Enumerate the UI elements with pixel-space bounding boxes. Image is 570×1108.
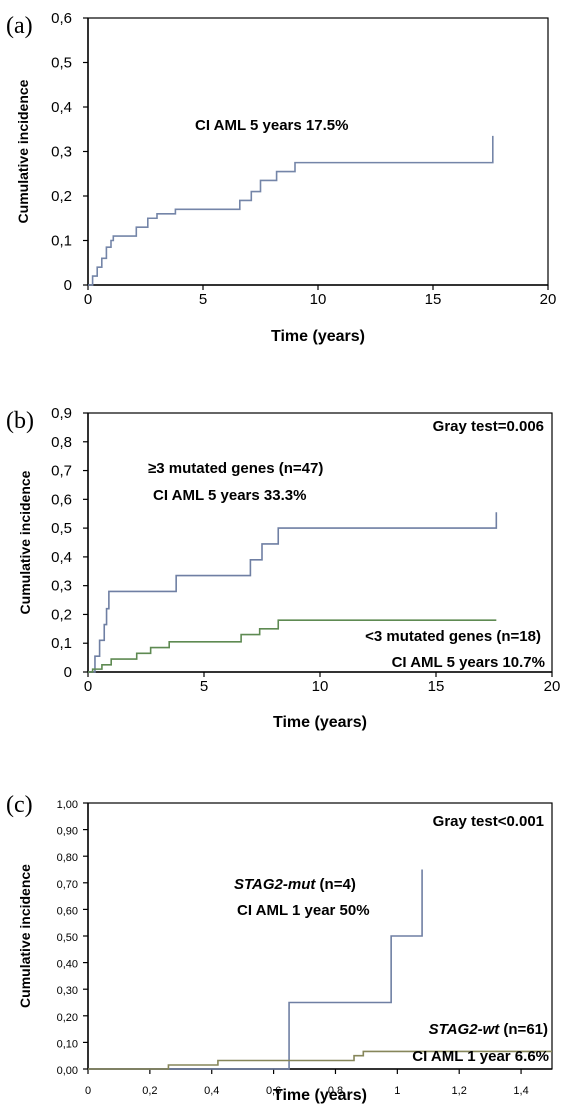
- annotation: <3 mutated genes (n=18): [365, 628, 541, 645]
- y-tick-label: 0,6: [51, 491, 72, 508]
- annotation: CI AML 5 years 10.7%: [392, 654, 545, 671]
- y-tick-label: 0,8: [51, 434, 72, 451]
- x-tick-label: 20: [544, 678, 561, 695]
- y-tick-label: 0,3: [51, 578, 72, 595]
- y-tick-label: 0,00: [57, 1065, 78, 1077]
- x-tick-label: 0: [84, 291, 92, 308]
- annotation: STAG2-mut (n=4): [234, 876, 356, 893]
- x-tick-label: 0,6: [266, 1085, 281, 1097]
- y-tick-label: 0,4: [51, 549, 72, 566]
- x-tick-label: 1,2: [452, 1085, 467, 1097]
- y-tick-label: 1,00: [57, 799, 78, 811]
- x-axis-title: Time (years): [273, 1087, 367, 1104]
- x-tick-label: 20: [540, 291, 557, 308]
- series-line-1: [88, 869, 423, 1070]
- annotation: Gray test<0.001: [433, 813, 544, 830]
- y-tick-label: 0: [64, 664, 72, 681]
- annotation: CI AML 5 years 17.5%: [195, 117, 348, 134]
- x-tick-label: 0,4: [204, 1085, 219, 1097]
- y-tick-label: 0,10: [57, 1038, 78, 1050]
- y-tick-label: 0,5: [51, 55, 72, 72]
- panel-label: (b): [6, 408, 34, 434]
- x-axis-title: Time (years): [271, 328, 365, 345]
- annotation: CI AML 5 years 33.3%: [153, 487, 306, 504]
- y-tick-label: 0,5: [51, 520, 72, 537]
- y-tick-label: 0,70: [57, 879, 78, 891]
- panel-label: (a): [6, 13, 33, 39]
- y-tick-label: 0,1: [51, 233, 72, 250]
- y-tick-label: 0,60: [57, 905, 78, 917]
- y-tick-label: 0,90: [57, 826, 78, 838]
- x-tick-label: 10: [310, 291, 327, 308]
- y-tick-label: 0,80: [57, 852, 78, 864]
- annotation: CI AML 1 year 50%: [237, 902, 370, 919]
- plot-frame: [87, 17, 549, 286]
- y-axis-title: Cumulative incidence: [17, 470, 33, 614]
- x-tick-label: 1,4: [513, 1085, 528, 1097]
- y-tick-label: 0,20: [57, 1012, 78, 1024]
- annotation: STAG2-wt (n=61): [429, 1021, 548, 1038]
- y-tick-label: 0: [64, 277, 72, 294]
- x-tick-label: 5: [200, 678, 208, 695]
- x-tick-label: 1: [394, 1085, 400, 1097]
- y-tick-label: 0,50: [57, 932, 78, 944]
- y-tick-label: 0,4: [51, 99, 72, 116]
- x-tick-label: 0,8: [328, 1085, 343, 1097]
- x-tick-label: 15: [428, 678, 445, 695]
- x-tick-label: 5: [199, 291, 207, 308]
- annotation: Gray test=0.006: [433, 418, 544, 435]
- x-axis-title: Time (years): [273, 714, 367, 731]
- annotation: CI AML 1 year 6.6%: [412, 1048, 549, 1065]
- y-tick-label: 0,6: [51, 10, 72, 27]
- y-tick-label: 0,1: [51, 635, 72, 652]
- y-tick-label: 0,9: [51, 405, 72, 422]
- chart-panel-1: (a) 0 0,1 0,2 0,3 0,4 0,5 0,6 0 5 10 15 20 Time (year…: [6, 10, 556, 345]
- series-line-2: [88, 1050, 552, 1070]
- y-tick-label: 0,40: [57, 959, 78, 971]
- series-line-2: [88, 619, 497, 673]
- panel-label: (c): [6, 792, 33, 818]
- series-line-1: [88, 135, 494, 286]
- chart-panel-3: (c)0,000,100,200,300,400,500,600,700,800…: [6, 792, 553, 1104]
- series-line-1: [88, 512, 498, 673]
- y-tick-label: 0,30: [57, 985, 78, 997]
- y-tick-label: 0,2: [51, 606, 72, 623]
- x-tick-label: 0,2: [142, 1085, 157, 1097]
- y-axis-title: Cumulative incidence: [15, 79, 31, 223]
- y-axis-title: Cumulative incidence: [17, 864, 33, 1008]
- y-tick-label: 0,7: [51, 463, 72, 480]
- y-tick-label: 0,2: [51, 188, 72, 205]
- x-tick-label: 0: [85, 1085, 91, 1097]
- x-tick-label: 15: [425, 291, 442, 308]
- chart-panel-2: (b) 0 0,1 0,2 0,3 0,4 0,5 0,6 0,7 0,8 0,9 0 5 10 15 20 T…: [6, 405, 560, 731]
- y-tick-label: 0,3: [51, 144, 72, 161]
- annotation: ≥3 mutated genes (n=47): [148, 460, 323, 477]
- x-tick-label: 0: [84, 678, 92, 695]
- x-tick-label: 10: [312, 678, 329, 695]
